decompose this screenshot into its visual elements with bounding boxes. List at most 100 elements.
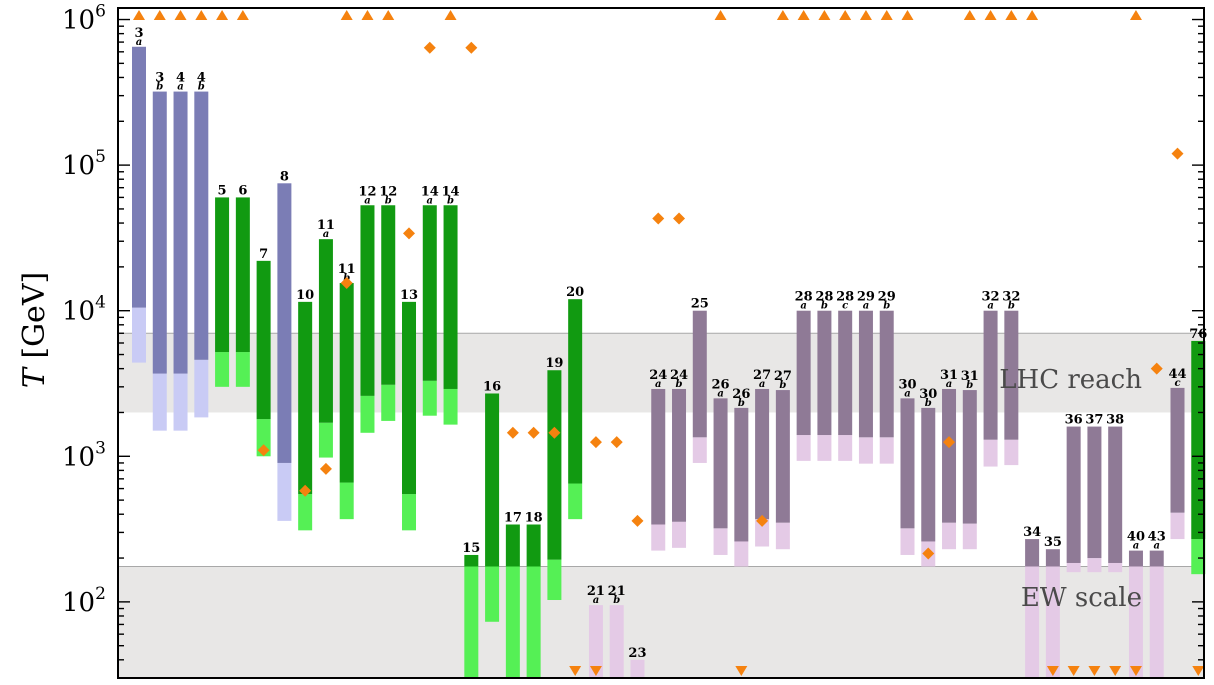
bar-10-light xyxy=(339,482,354,520)
bar-35-label: 29 xyxy=(857,290,875,305)
bar-42-dark xyxy=(1004,310,1019,440)
bar-41-dark xyxy=(983,310,998,440)
bar-21-dark xyxy=(568,299,583,484)
bar-2-light xyxy=(173,373,188,431)
bar-46-dark xyxy=(1087,426,1102,559)
bar-49-label: 43 xyxy=(1148,530,1166,545)
bar-45-dark xyxy=(1066,426,1081,563)
up-marker-13 xyxy=(818,10,831,20)
bar-40-light xyxy=(962,523,977,550)
bar-46-light xyxy=(1087,558,1102,573)
up-marker-12 xyxy=(797,10,810,20)
bar-40-label: 31 xyxy=(961,369,979,384)
bar-51-dark xyxy=(1191,340,1206,540)
up-marker-16 xyxy=(880,10,893,20)
diamond-marker-19 xyxy=(1171,147,1184,160)
bar-4-dark xyxy=(215,197,230,353)
up-marker-17 xyxy=(901,10,914,20)
bar-14-light xyxy=(422,380,437,416)
bar-18-dark xyxy=(505,524,520,567)
up-marker-4 xyxy=(216,10,229,20)
bar-30-sublabel: a xyxy=(759,379,765,390)
bar-24-label: 23 xyxy=(628,646,646,661)
bar-36-sublabel: b xyxy=(883,301,890,312)
bar-31-dark xyxy=(775,390,790,523)
bar-41-sublabel: a xyxy=(987,301,993,312)
bar-19-dark xyxy=(526,524,541,567)
bar-31-label: 27 xyxy=(774,369,792,384)
bar-40-dark xyxy=(962,390,977,524)
bar-20-label: 19 xyxy=(545,356,563,371)
bar-25-sublabel: a xyxy=(655,379,661,390)
bar-27-light xyxy=(692,437,707,463)
bar-30-light xyxy=(755,519,770,547)
bar-4-label: 5 xyxy=(218,183,227,198)
bar-40-sublabel: b xyxy=(966,380,973,391)
bar-39-light xyxy=(942,522,957,550)
diamond-marker-3 xyxy=(340,276,353,289)
diamond-marker-4 xyxy=(403,227,416,240)
bands-layer xyxy=(118,332,1204,678)
bar-32-sublabel: a xyxy=(800,301,806,312)
y-tick-label-3: 105 xyxy=(62,147,106,181)
bar-25-label: 24 xyxy=(649,368,667,383)
bar-24-light xyxy=(630,659,645,678)
bar-9-dark xyxy=(318,239,333,423)
bar-21-light xyxy=(568,483,583,520)
bar-39-label: 31 xyxy=(940,368,958,383)
bar-23-sublabel: b xyxy=(613,595,620,606)
diamond-marker-9 xyxy=(548,426,561,439)
bar-29-sublabel: b xyxy=(738,398,745,409)
diamond-marker-12 xyxy=(631,514,644,527)
bar-12-label: 12 xyxy=(379,184,397,199)
up-marker-6 xyxy=(340,10,353,20)
bar-12-light xyxy=(381,384,396,421)
bar-22-light xyxy=(588,605,603,678)
bar-34-light xyxy=(838,435,853,461)
down-marker-8 xyxy=(1192,666,1205,676)
bar-9-light xyxy=(318,422,333,458)
bar-33-light xyxy=(817,435,832,461)
diamond-marker-0 xyxy=(257,444,270,457)
up-marker-21 xyxy=(1026,10,1039,20)
bar-21-label: 20 xyxy=(566,285,584,300)
diamond-marker-17 xyxy=(943,436,956,449)
up-marker-5 xyxy=(236,10,249,20)
bar-42-sublabel: b xyxy=(1008,301,1015,312)
up-marker-7 xyxy=(361,10,374,20)
diamond-marker-16 xyxy=(922,547,935,560)
bar-6-label: 7 xyxy=(259,247,268,262)
bar-19-light xyxy=(526,566,541,678)
bar-43-dark xyxy=(1025,539,1040,567)
bar-9-label: 11 xyxy=(317,218,335,233)
up-marker-19 xyxy=(984,10,997,20)
diamond-marker-2 xyxy=(319,462,332,475)
bar-13-light xyxy=(402,494,417,531)
bar-38-label: 30 xyxy=(919,387,937,402)
bar-34-sublabel: c xyxy=(842,301,848,312)
bar-39-dark xyxy=(942,388,957,523)
bar-32-label: 28 xyxy=(795,290,813,305)
bar-38-sublabel: b xyxy=(925,398,932,409)
bar-25-light xyxy=(651,524,666,551)
bar-8-light xyxy=(298,494,313,531)
diamond-marker-14 xyxy=(673,212,686,225)
bar-44-dark xyxy=(1045,549,1060,567)
bar-38-dark xyxy=(921,407,936,542)
bar-33-sublabel: b xyxy=(821,301,828,312)
bar-32-dark xyxy=(796,310,811,436)
bar-11-sublabel: a xyxy=(364,195,370,206)
bar-1-label: 3 xyxy=(155,71,164,86)
bar-5-light xyxy=(235,352,250,387)
bar-14-sublabel: a xyxy=(427,195,433,206)
bar-0-label: 3 xyxy=(134,26,143,41)
bar-17-light xyxy=(485,566,500,622)
y-tick-label-2: 104 xyxy=(62,293,106,327)
up-marker-11 xyxy=(776,10,789,20)
bar-50-light xyxy=(1170,512,1185,540)
bar-48-label: 40 xyxy=(1127,530,1145,545)
diamond-marker-5 xyxy=(423,41,436,54)
bar-30-dark xyxy=(755,388,770,520)
band-1 xyxy=(118,566,1204,678)
bar-50-label: 44 xyxy=(1168,367,1186,382)
